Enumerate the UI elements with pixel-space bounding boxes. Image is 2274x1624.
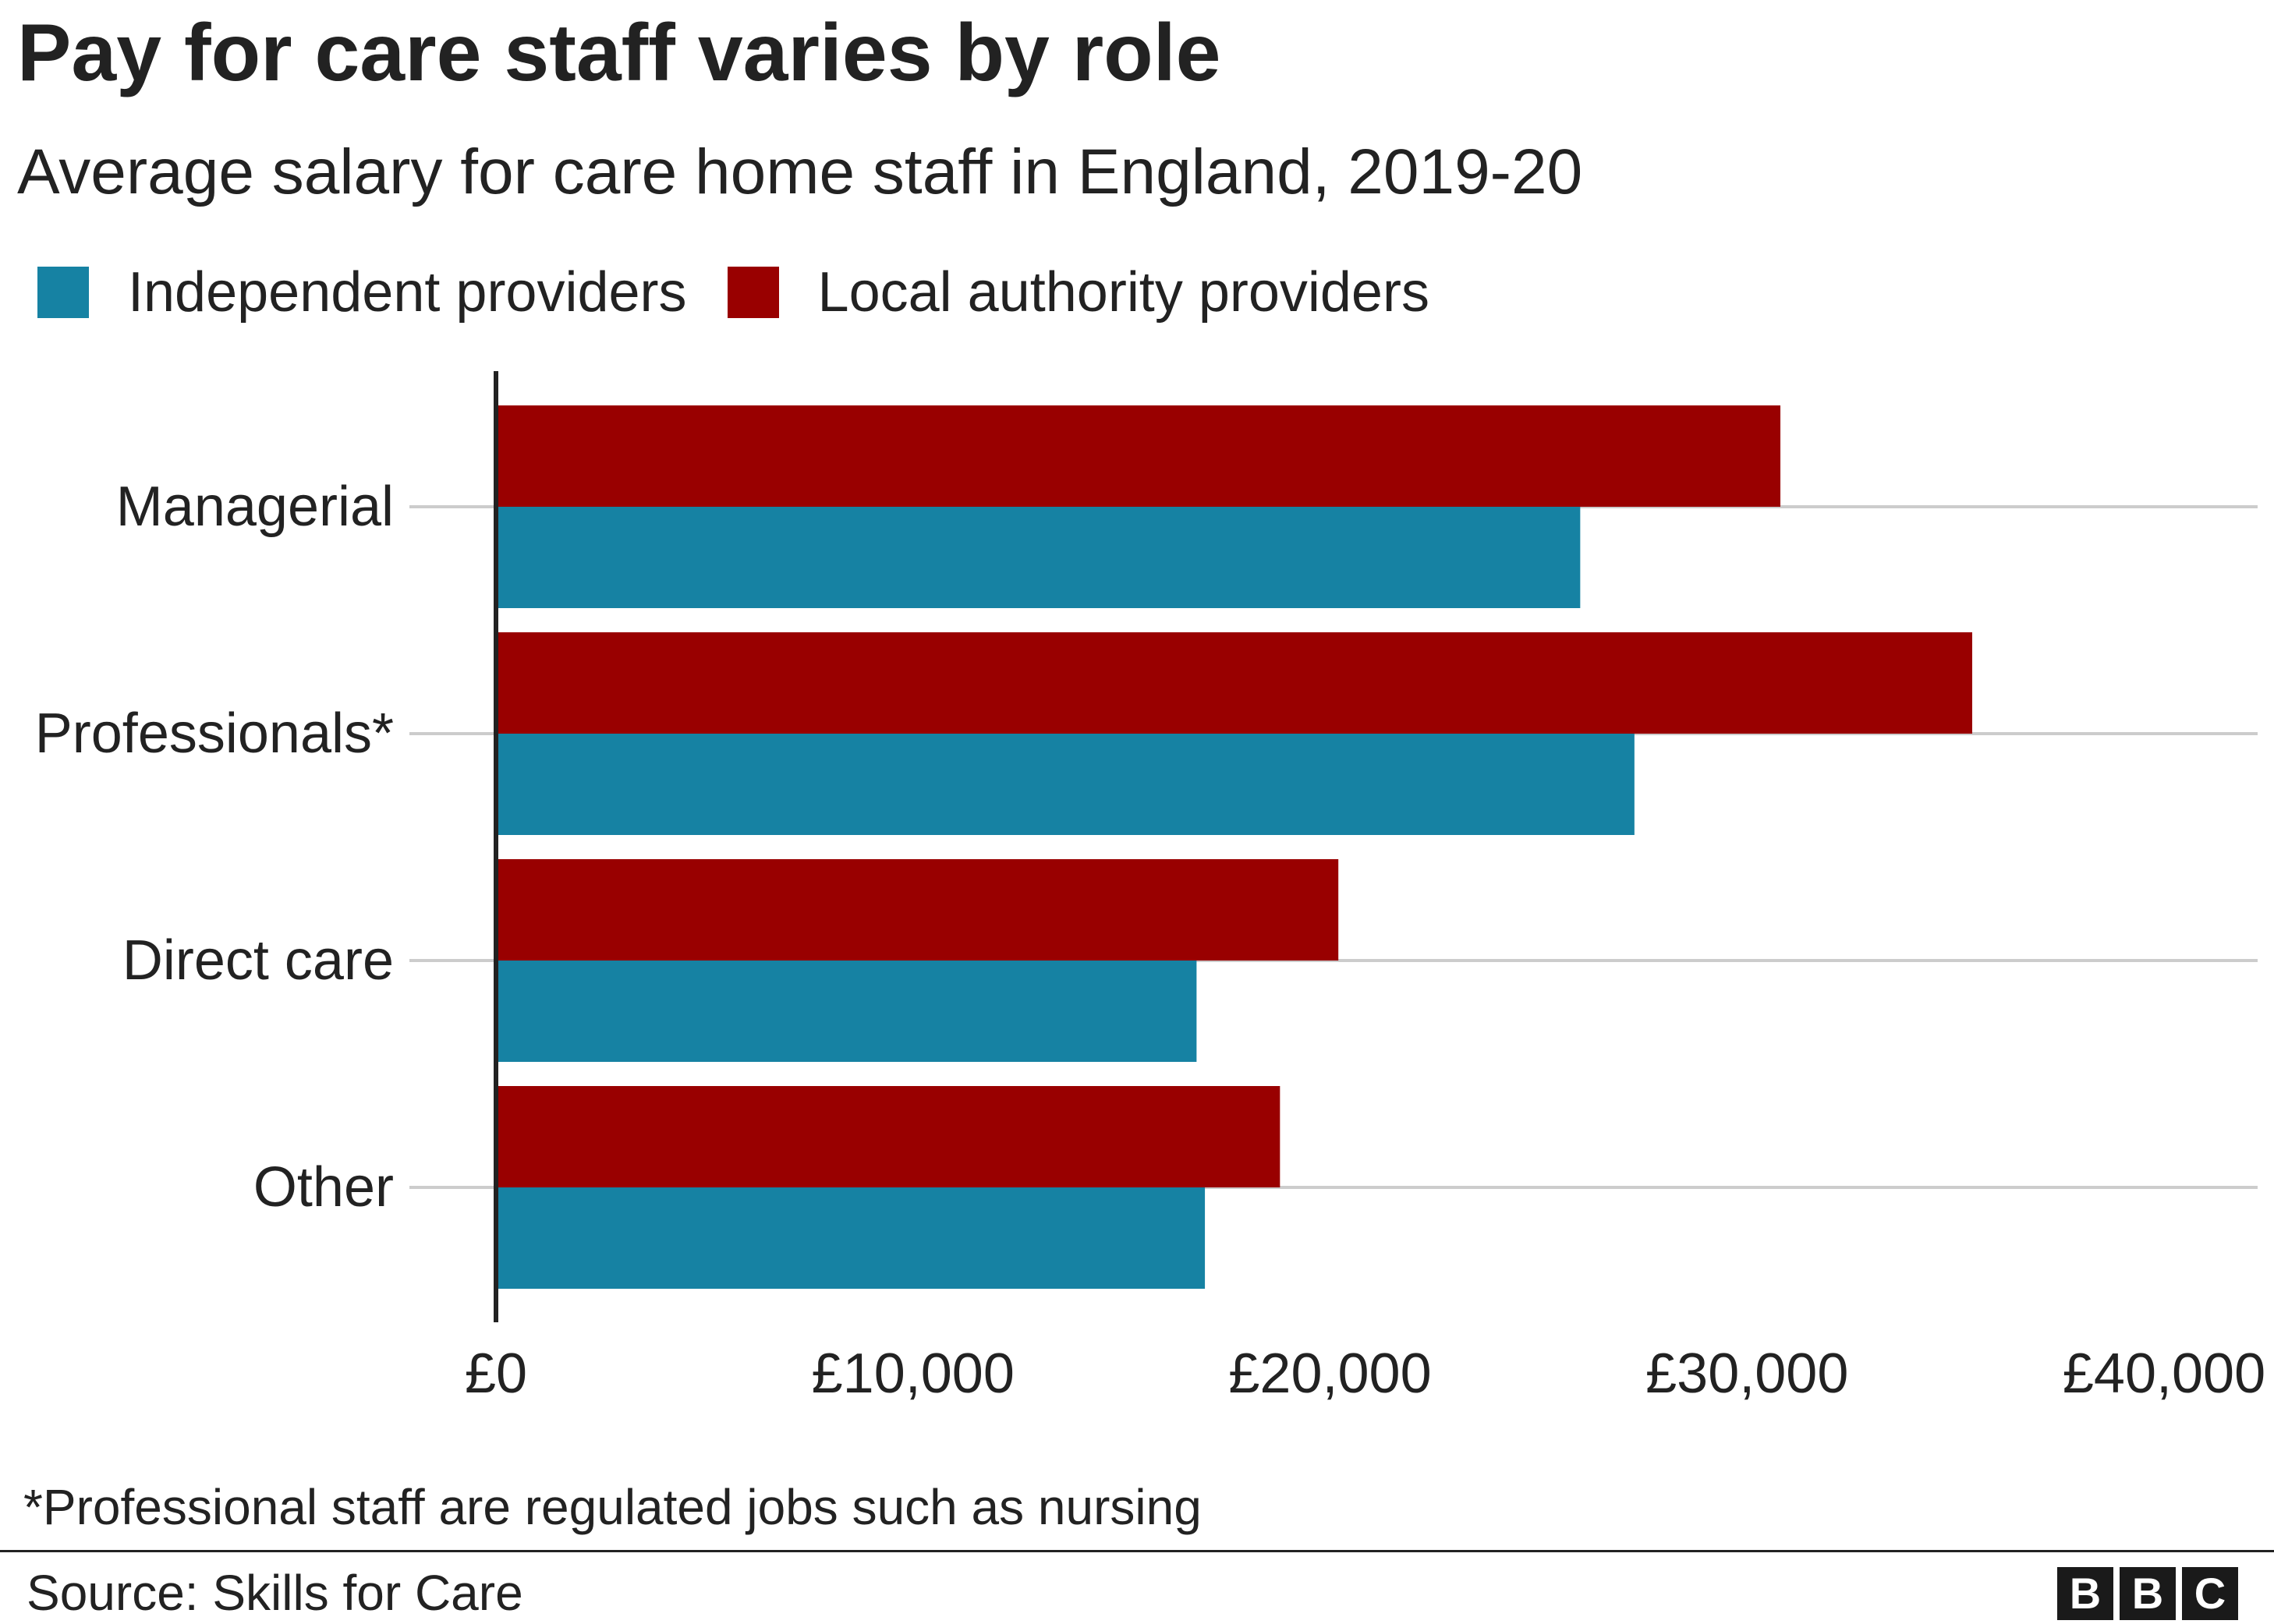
category-label: Managerial (116, 476, 394, 538)
bar-local-authority (496, 859, 1339, 961)
bar-chart: Managerial Professionals* Direct care Other… (35, 371, 2265, 1405)
category-label: Direct care (122, 929, 394, 992)
bbc-logo-letter: B (2120, 1567, 2176, 1620)
x-tick-label: £20,000 (1228, 1343, 1431, 1405)
bbc-logo: B B C (2051, 1567, 2238, 1620)
legend-swatch-independent (37, 267, 89, 318)
bar-local-authority (496, 632, 1973, 734)
bbc-logo-letter: B (2057, 1567, 2113, 1620)
bar-independent (496, 507, 1581, 608)
x-tick-label: £0 (465, 1343, 527, 1405)
legend-swatch-local-authority (727, 267, 779, 318)
bar-independent (496, 961, 1197, 1062)
legend-label-local-authority: Local authority providers (817, 261, 1429, 324)
footnote: *Professional staff are regulated jobs s… (23, 1479, 1202, 1535)
bar-local-authority (496, 405, 1781, 507)
bar-independent (496, 1187, 1206, 1289)
bar-independent (496, 734, 1635, 835)
legend-item-local-authority: Local authority providers (727, 261, 1429, 324)
source-text: Source: Skills for Care (27, 1565, 523, 1621)
category-label: Professionals* (35, 702, 394, 765)
x-tick-label: £30,000 (1645, 1343, 1848, 1405)
x-tick-label: £40,000 (2063, 1343, 2265, 1405)
chart-subtitle: Average salary for care home staff in En… (17, 136, 1583, 207)
category-label: Other (253, 1156, 394, 1219)
chart-title: Pay for care staff varies by role (17, 8, 1221, 98)
legend-label-independent: Independent providers (128, 261, 687, 324)
bbc-logo-letter: C (2182, 1567, 2238, 1620)
x-tick-label: £10,000 (812, 1343, 1015, 1405)
footer-rule (0, 1550, 2274, 1552)
legend-item-independent: Independent providers (37, 264, 687, 320)
legend: Independent providers Local authority pr… (37, 257, 1470, 327)
bar-local-authority (496, 1086, 1280, 1187)
